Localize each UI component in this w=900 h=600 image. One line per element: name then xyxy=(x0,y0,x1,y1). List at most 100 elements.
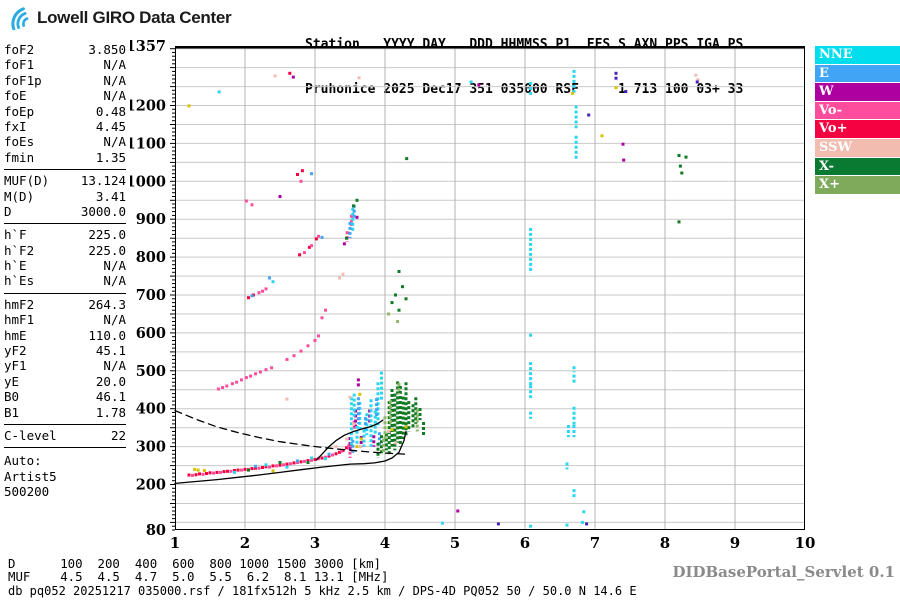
svg-text:7: 7 xyxy=(590,534,600,552)
param-row: h`Es N/A xyxy=(4,273,126,288)
param-label: foF1p xyxy=(4,72,42,88)
separator xyxy=(4,423,126,425)
param-row: hmE 110.0 xyxy=(4,328,126,343)
svg-text:80: 80 xyxy=(146,522,166,539)
separator xyxy=(4,223,126,225)
param-row: foF1 N/A xyxy=(4,57,126,72)
param-row: C-level 22 xyxy=(4,428,126,443)
param-row: B0 46.1 xyxy=(4,389,126,404)
param-row: h`F2 225.0 xyxy=(4,243,126,258)
param-label: foF2 xyxy=(4,42,35,57)
legend-item-x: X- xyxy=(815,157,900,176)
param-label: h`E xyxy=(4,258,27,274)
param-value: N/A xyxy=(103,88,126,104)
svg-text:1000: 1000 xyxy=(130,173,166,190)
param-row: foF1p N/A xyxy=(4,73,126,88)
param-row: hmF1 N/A xyxy=(4,312,126,327)
param-label: hmF2 xyxy=(4,296,35,312)
param-label: yE xyxy=(4,373,20,389)
ionogram-plot: 1357 1200 1100 1000 900 800 700 600 500 400 300 200… xyxy=(126,38,840,555)
param-label: h`Es xyxy=(4,273,35,289)
svg-text:9: 9 xyxy=(730,534,740,552)
legend-item-vo: Vo+ xyxy=(815,120,900,138)
param-label: yF1 xyxy=(4,358,27,374)
param-label: fxI xyxy=(4,118,27,134)
param-row: yF2 45.1 xyxy=(4,343,126,358)
param-value: N/A xyxy=(103,134,126,150)
separator xyxy=(4,169,126,171)
param-row: h`F 225.0 xyxy=(4,227,126,242)
param-label: B0 xyxy=(4,389,20,405)
svg-text:3: 3 xyxy=(310,534,320,552)
giro-logo: Lowell GIRO Data Center xyxy=(8,5,232,31)
station-header-line2: Pruhonice 2025 Dec17 351 035000 RSF 1 71… xyxy=(305,82,744,97)
param-value: N/A xyxy=(103,72,126,88)
param-value: N/A xyxy=(103,57,126,73)
legend-item-nne: NNE xyxy=(815,46,900,64)
legend-item-ssw: SSW xyxy=(815,138,900,157)
param-label: foE xyxy=(4,88,27,104)
svg-text:1200: 1200 xyxy=(130,98,166,115)
param-value: N/A xyxy=(103,312,126,328)
autoscaling-block: Auto: Artist5 500200 xyxy=(4,453,126,499)
param-row: M(D) 3.41 xyxy=(4,189,126,204)
param-value: 45.1 xyxy=(95,343,126,359)
param-value: 3000.0 xyxy=(80,203,126,219)
svg-text:200: 200 xyxy=(136,477,166,494)
param-label: C-level xyxy=(4,427,57,443)
param-label: h`F xyxy=(4,227,27,243)
svg-text:1100: 1100 xyxy=(130,135,166,152)
param-label: yF2 xyxy=(4,343,27,359)
param-label: hmE xyxy=(4,327,27,343)
svg-text:1357: 1357 xyxy=(130,40,166,55)
giro-logo-icon xyxy=(8,5,34,31)
param-value: 20.0 xyxy=(95,373,126,389)
separator xyxy=(4,292,126,294)
svg-text:600: 600 xyxy=(136,325,166,342)
param-label: D xyxy=(4,203,12,219)
param-value: 110.0 xyxy=(88,327,126,343)
separator xyxy=(4,447,126,449)
param-label: hmF1 xyxy=(4,312,35,328)
muf-row: MUF 4.5 4.5 4.7 5.0 5.5 6.2 8.1 13.1 [MH… xyxy=(8,569,389,584)
legend-item-w: W xyxy=(815,83,900,101)
param-label: fmin xyxy=(4,149,35,165)
svg-text:300: 300 xyxy=(136,439,166,456)
svg-text:8: 8 xyxy=(660,534,670,552)
param-value: 13.124 xyxy=(80,173,126,189)
param-row: fxI 4.45 xyxy=(4,119,126,134)
param-row: yF1 N/A xyxy=(4,358,126,373)
distance-row: D 100 200 400 600 800 1000 1500 3000 [km… xyxy=(8,556,381,571)
servlet-version-label: DIDBasePortal_Servlet 0.1 xyxy=(672,563,895,581)
param-row: D 3000.0 xyxy=(4,204,126,219)
svg-text:500: 500 xyxy=(136,363,166,380)
param-label: MUF(D) xyxy=(4,173,50,189)
param-value: 22 xyxy=(110,427,126,443)
param-value: N/A xyxy=(103,258,126,274)
param-value: 1.35 xyxy=(95,149,126,165)
svg-text:10: 10 xyxy=(795,534,816,552)
param-label: foEp xyxy=(4,103,35,119)
param-label: foEs xyxy=(4,134,35,150)
param-value: N/A xyxy=(103,273,126,289)
svg-text:800: 800 xyxy=(136,249,166,266)
direction-legend: NNE E W Vo- Vo+ SSW X- X+ xyxy=(815,46,900,195)
svg-text:1: 1 xyxy=(170,534,180,552)
param-value: 46.1 xyxy=(95,389,126,405)
param-row: foEs N/A xyxy=(4,134,126,149)
svg-text:2: 2 xyxy=(240,534,250,552)
svg-text:400: 400 xyxy=(136,401,166,418)
measurement-info-line: db pq052 20251217 035000.rsf / 181fx512h… xyxy=(8,584,637,598)
param-row: h`E N/A xyxy=(4,258,126,273)
param-value: 3.41 xyxy=(95,188,126,204)
param-value: 225.0 xyxy=(88,227,126,243)
param-row: fmin 1.35 xyxy=(4,150,126,165)
svg-text:5: 5 xyxy=(450,534,460,552)
param-row: MUF(D) 13.124 xyxy=(4,173,126,188)
legend-item-e: E xyxy=(815,64,900,83)
param-row: B1 1.78 xyxy=(4,405,126,420)
param-value: 3.850 xyxy=(88,42,126,57)
svg-text:4: 4 xyxy=(380,534,390,552)
svg-text:6: 6 xyxy=(520,534,530,552)
